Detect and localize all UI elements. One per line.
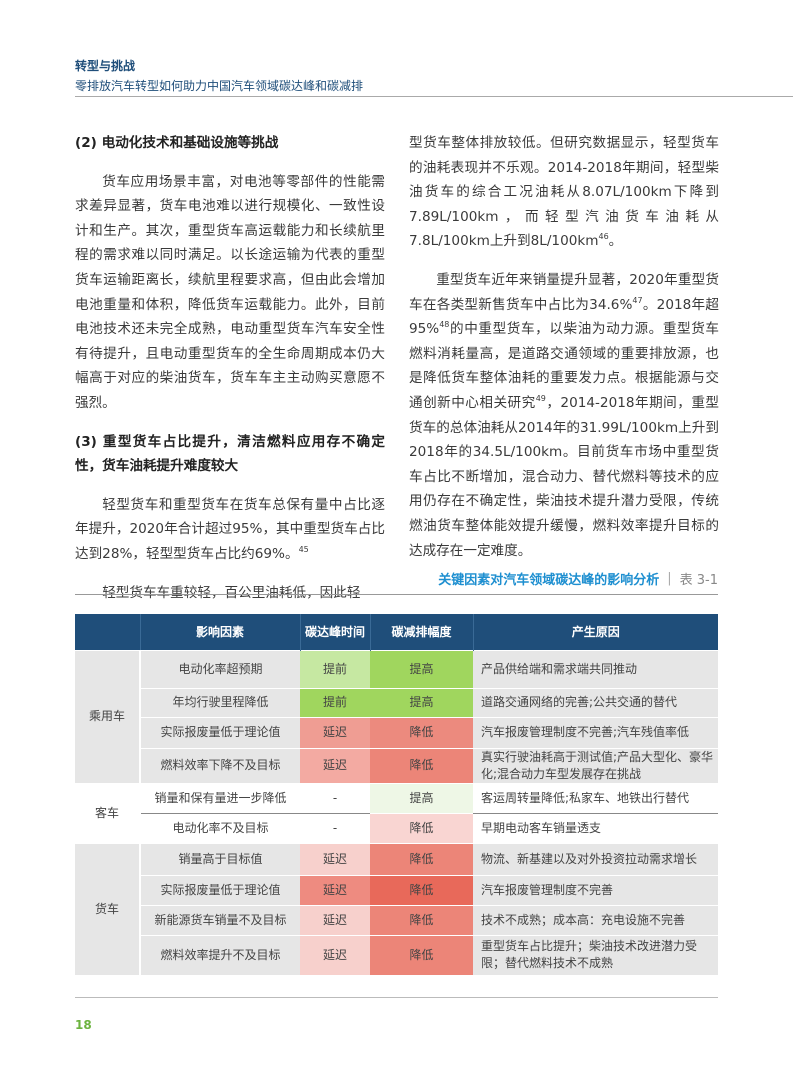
peak-time-cell: -: [300, 812, 370, 843]
heading-electrification: (2) 电动化技术和基础设施等挑战: [75, 135, 279, 151]
right-column: 型货车整体排放较低。但研究数据显示，轻型货车的油耗表现并不乐观。2014-201…: [409, 131, 719, 577]
table-row: 电动化率不及目标 - 降低 早期电动客车销量透支: [75, 812, 718, 843]
table-title: 关键因素对汽车领域碳达峰的影响分析: [438, 573, 660, 588]
column-header: 碳达峰时间: [299, 614, 370, 650]
footer-divider: [75, 997, 718, 998]
vehicle-group-cell: 乘用车: [75, 649, 141, 783]
reason-cell: 真实行驶油耗高于测试值;产品大型化、豪华化;混合动力车型发展存在挑战: [473, 747, 718, 783]
section-title: 转型与挑战: [75, 59, 136, 73]
paragraph: 轻型货车和重型货车在货车总保有量中占比逐年提升，2020年合计超过95%，其中重…: [75, 493, 385, 567]
reduction-cell: 降低: [370, 747, 473, 783]
peak-time-cell: 提前: [300, 687, 370, 717]
factor-cell: 燃料效率提升不及目标: [140, 934, 300, 975]
factor-cell: 电动化率不及目标: [140, 812, 300, 843]
reduction-cell: 降低: [370, 812, 473, 843]
table-row: 燃料效率提升不及目标 延迟 降低 重型货车占比提升；柴油技术改进潜力受限；替代燃料技术…: [75, 934, 718, 975]
paragraph-text: 型货车整体排放较低。但研究数据显示，轻型货车的油耗表现并不乐观。2014-201…: [409, 135, 719, 250]
paragraph-text: 的中重型货车，以柴油为动力源。重型货车燃料消耗量高，是道路交通领域的重要排放源，…: [409, 321, 719, 411]
reason-cell: 道路交通网络的完善;公共交通的替代: [473, 687, 718, 717]
column-header: 产生原因: [472, 614, 718, 650]
peak-time-cell: 延迟: [300, 934, 370, 975]
running-header: 转型与挑战 零排放汽车转型如何助力中国汽车领域碳达峰和碳减排: [75, 57, 363, 94]
paragraph-text: 。: [608, 233, 623, 250]
footnote-ref: 45: [298, 544, 309, 554]
caption-separator: |: [667, 571, 672, 586]
peak-time-cell: 延迟: [300, 842, 370, 875]
vehicle-group-cell: 客车: [75, 782, 141, 843]
paragraph-text: 轻型货车和重型货车在货车总保有量中占比逐年提升，2020年合计超过95%，其中重…: [75, 496, 385, 562]
peak-time-cell: 延迟: [300, 716, 370, 748]
vehicle-group-cell: 货车: [75, 842, 141, 975]
reason-cell: 重型货车占比提升；柴油技术改进潜力受限；替代燃料技术不成熟: [473, 934, 718, 975]
reduction-cell: 提高: [370, 649, 473, 688]
reduction-cell: 降低: [370, 934, 473, 975]
peak-time-cell: 延迟: [300, 874, 370, 905]
paragraph-text: 。2018年超95%: [409, 296, 719, 338]
reason-cell: 客运周转量降低;私家车、地铁出行替代: [473, 782, 718, 813]
column-header: 碳减排幅度: [369, 614, 473, 650]
table-row: 实际报废量低于理论值 延迟 降低 汽车报废管理制度不完善;汽车残值率低: [75, 716, 718, 748]
reason-cell: 汽车报废管理制度不完善: [473, 874, 718, 905]
factor-cell: 燃料效率下降不及目标: [140, 747, 300, 783]
reason-cell: 产品供给端和需求端共同推动: [473, 649, 718, 688]
left-column: (2) 电动化技术和基础设施等挑战 货车应用场景丰富，对电池等零部件的性能需求差…: [75, 131, 385, 619]
factor-cell: 新能源货车销量不及目标: [140, 904, 300, 935]
factor-cell: 销量和保有量进一步降低: [140, 782, 300, 813]
reason-cell: 早期电动客车销量透支: [473, 812, 718, 843]
footnote-ref: 48: [439, 320, 450, 330]
document-title: 零排放汽车转型如何助力中国汽车领域碳达峰和碳减排: [75, 79, 364, 93]
paragraph-text: ，2014-2018年期间，重型货车的总体油耗从2014年的31.99L/100…: [409, 394, 719, 559]
impact-table: 影响因素 碳达峰时间 碳减排幅度 产生原因 乘用车 电动化率超预期 提前 提高 产品供给端和需…: [75, 614, 718, 975]
footnote-ref: 46: [598, 232, 609, 242]
reason-cell: 汽车报废管理制度不完善;汽车残值率低: [473, 716, 718, 748]
page-number: 18: [75, 1018, 92, 1032]
table-row: 货车 销量高于目标值 延迟 降低 物流、新基建以及对外投资拉动需求增长: [75, 842, 718, 975]
table-row: 实际报废量低于理论值 延迟 降低 汽车报废管理制度不完善: [75, 874, 718, 905]
table-row: 年均行驶里程降低 提前 提高 道路交通网络的完善;公共交通的替代: [75, 687, 718, 717]
peak-time-cell: 提前: [300, 649, 370, 688]
table-row: 新能源货车销量不及目标 延迟 降低 技术不成熟；成本高：充电设施不完善: [75, 904, 718, 935]
peak-time-cell: 延迟: [300, 747, 370, 783]
caption-divider: [75, 594, 718, 595]
table-label: 表 3-1: [679, 573, 718, 588]
factor-cell: 实际报废量低于理论值: [140, 716, 300, 748]
paragraph-text: 重型货车近年来销量提升显著，2020年重型货车在各类型新售货车中占比为34.6%: [409, 271, 719, 313]
footnote-ref: 49: [535, 393, 546, 403]
paragraph: 货车应用场景丰富，对电池等零部件的性能需求差异显著，货车电池难以进行规模化、一致…: [75, 173, 385, 411]
heading-heavy-truck: (3) 重型货车占比提升，清洁燃料应用存不确定性，货车油耗提升难度较大: [75, 433, 385, 475]
reduction-cell: 降低: [370, 842, 473, 875]
column-header: [75, 614, 140, 650]
factor-cell: 年均行驶里程降低: [140, 687, 300, 717]
peak-time-cell: -: [300, 782, 370, 813]
table-row: 燃料效率下降不及目标 延迟 降低 真实行驶油耗高于测试值;产品大型化、豪华化;混合动力…: [75, 747, 718, 783]
paragraph: 型货车整体排放较低。但研究数据显示，轻型货车的油耗表现并不乐观。2014-201…: [409, 131, 719, 254]
factor-cell: 实际报废量低于理论值: [140, 874, 300, 905]
header-divider: [75, 96, 793, 97]
table-row: 客车 销量和保有量进一步降低 - 提高 客运周转量降低;私家车、地铁出行替代: [75, 782, 718, 843]
factor-cell: 销量高于目标值: [140, 842, 300, 875]
reduction-cell: 降低: [370, 716, 473, 748]
reduction-cell: 降低: [370, 874, 473, 905]
table-caption: 关键因素对汽车领域碳达峰的影响分析 | 表 3-1: [438, 569, 718, 588]
reduction-cell: 提高: [370, 687, 473, 717]
paragraph: 轻型货车车重较轻，百公里油耗低，因此轻: [102, 584, 361, 601]
table-header-row: 影响因素 碳达峰时间 碳减排幅度 产生原因: [75, 614, 718, 650]
factor-cell: 电动化率超预期: [140, 649, 300, 688]
reduction-cell: 提高: [370, 782, 473, 813]
peak-time-cell: 延迟: [300, 904, 370, 935]
column-header: 影响因素: [139, 614, 300, 650]
reason-cell: 技术不成熟；成本高：充电设施不完善: [473, 904, 718, 935]
reduction-cell: 降低: [370, 904, 473, 935]
paragraph: 重型货车近年来销量提升显著，2020年重型货车在各类型新售货车中占比为34.6%…: [409, 268, 719, 563]
table-row: 乘用车 电动化率超预期 提前 提高 产品供给端和需求端共同推动: [75, 649, 718, 783]
reason-cell: 物流、新基建以及对外投资拉动需求增长: [473, 842, 718, 875]
footnote-ref: 47: [632, 295, 643, 305]
